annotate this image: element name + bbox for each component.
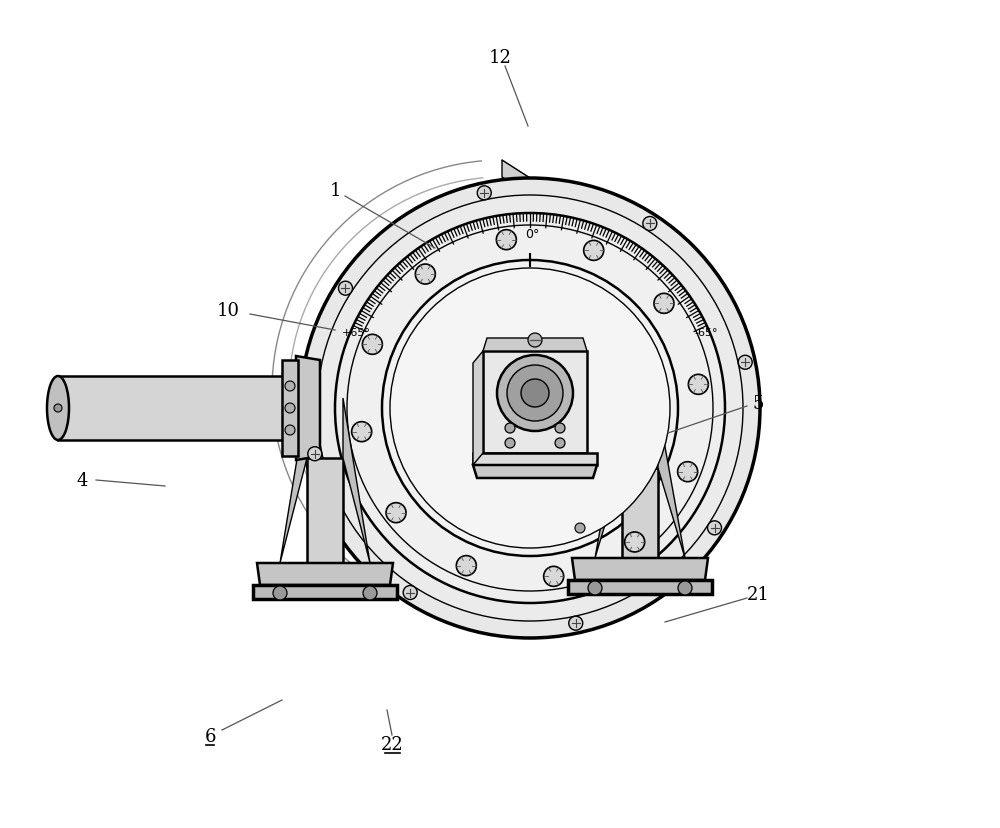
Text: 4: 4	[76, 471, 88, 489]
Circle shape	[588, 581, 602, 595]
Circle shape	[347, 226, 713, 591]
Circle shape	[403, 585, 417, 599]
Polygon shape	[253, 585, 397, 599]
Text: -65°: -65°	[694, 328, 718, 338]
Polygon shape	[483, 352, 587, 454]
Circle shape	[317, 195, 743, 621]
Polygon shape	[572, 558, 708, 580]
Circle shape	[363, 586, 377, 600]
Text: 0°: 0°	[525, 227, 539, 240]
Circle shape	[456, 556, 476, 576]
Circle shape	[654, 294, 674, 314]
Circle shape	[54, 405, 62, 412]
Circle shape	[555, 423, 565, 434]
Polygon shape	[320, 568, 645, 581]
Circle shape	[415, 265, 435, 285]
Circle shape	[505, 439, 515, 449]
Polygon shape	[473, 454, 597, 465]
Polygon shape	[568, 580, 712, 595]
Polygon shape	[307, 459, 343, 563]
Polygon shape	[343, 398, 370, 563]
Circle shape	[497, 355, 573, 431]
Polygon shape	[58, 377, 290, 440]
Polygon shape	[502, 604, 530, 638]
Polygon shape	[282, 360, 298, 456]
Polygon shape	[280, 398, 307, 563]
Text: 12: 12	[489, 49, 511, 67]
Circle shape	[555, 439, 565, 449]
Circle shape	[544, 566, 564, 586]
Polygon shape	[296, 357, 320, 460]
Circle shape	[496, 230, 516, 250]
Circle shape	[643, 217, 657, 231]
Circle shape	[678, 462, 698, 482]
Circle shape	[575, 523, 585, 533]
Circle shape	[338, 282, 352, 296]
Polygon shape	[483, 339, 587, 352]
Circle shape	[505, 423, 515, 434]
Text: 5: 5	[752, 394, 764, 412]
Circle shape	[308, 447, 322, 461]
Ellipse shape	[47, 377, 69, 440]
Text: 22: 22	[381, 735, 403, 753]
Circle shape	[285, 382, 295, 392]
Circle shape	[708, 521, 722, 535]
Text: 21: 21	[747, 585, 769, 604]
Circle shape	[738, 356, 752, 370]
Circle shape	[528, 334, 542, 348]
Polygon shape	[473, 465, 597, 479]
Circle shape	[362, 335, 382, 355]
Circle shape	[285, 426, 295, 436]
Text: 10: 10	[217, 301, 240, 320]
Circle shape	[285, 403, 295, 413]
Circle shape	[300, 179, 760, 638]
Circle shape	[382, 261, 678, 556]
Circle shape	[688, 375, 708, 395]
Circle shape	[507, 365, 563, 421]
Circle shape	[625, 532, 645, 552]
Circle shape	[584, 241, 604, 261]
Polygon shape	[658, 408, 685, 558]
Polygon shape	[595, 408, 622, 558]
Circle shape	[386, 503, 406, 523]
Polygon shape	[473, 352, 483, 465]
Circle shape	[352, 422, 372, 442]
Text: 6: 6	[204, 727, 216, 745]
Circle shape	[273, 586, 287, 600]
Polygon shape	[622, 469, 658, 558]
Text: 1: 1	[329, 182, 341, 200]
Polygon shape	[502, 161, 530, 195]
Polygon shape	[257, 563, 393, 585]
Circle shape	[521, 379, 549, 407]
Circle shape	[390, 268, 670, 548]
Circle shape	[678, 581, 692, 595]
Circle shape	[335, 214, 725, 604]
Circle shape	[477, 186, 491, 200]
Text: +65°: +65°	[341, 328, 370, 338]
Circle shape	[569, 617, 583, 630]
